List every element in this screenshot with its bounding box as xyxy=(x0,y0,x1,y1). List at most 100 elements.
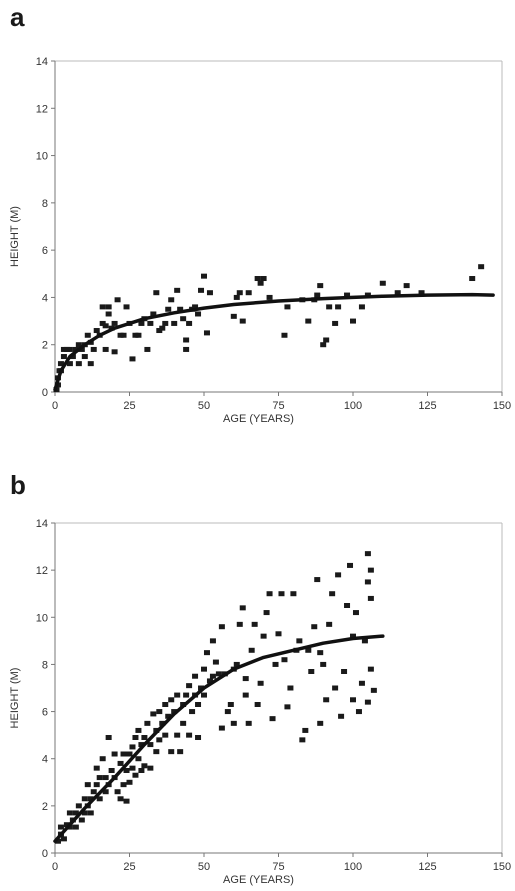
data-point-b xyxy=(54,838,61,844)
data-point-b xyxy=(287,685,294,691)
data-point-a xyxy=(314,292,321,298)
data-point-a xyxy=(320,342,327,348)
data-point-b xyxy=(120,751,127,757)
data-point-a xyxy=(478,264,485,270)
data-point-b xyxy=(147,765,154,771)
data-point-a xyxy=(84,332,91,338)
data-point-b xyxy=(218,725,225,731)
y-tick-label-a: 14 xyxy=(36,56,48,68)
data-point-b xyxy=(171,709,178,715)
data-point-b xyxy=(218,624,225,630)
data-point-b xyxy=(129,765,136,771)
data-point-a xyxy=(57,361,64,367)
data-point-b xyxy=(370,687,377,693)
y-tick-label-b: 2 xyxy=(42,801,48,813)
data-point-a xyxy=(350,318,356,324)
data-point-a xyxy=(105,311,112,317)
data-point-b xyxy=(364,551,371,557)
data-point-b xyxy=(209,673,216,679)
data-point-b xyxy=(266,591,273,597)
data-point-b xyxy=(123,768,130,773)
data-point-b xyxy=(96,775,103,781)
y-tick-label-a: 12 xyxy=(36,103,48,115)
data-point-b xyxy=(367,567,374,573)
panel-label-b: b xyxy=(10,470,26,500)
data-point-b xyxy=(66,810,73,816)
data-point-b xyxy=(117,760,124,766)
data-point-b xyxy=(159,720,166,726)
data-point-b xyxy=(93,782,100,788)
x-axis-title-a: AGE (YEARS) xyxy=(223,413,294,425)
data-point-a xyxy=(344,292,351,298)
y-axis-title-b: HEIGHT (M) xyxy=(9,668,21,729)
data-point-a xyxy=(469,276,476,282)
data-point-a xyxy=(305,318,312,324)
data-point-a xyxy=(75,361,82,367)
data-point-a xyxy=(177,306,184,312)
data-point-b xyxy=(355,709,362,715)
x-tick-label-a: 75 xyxy=(272,400,284,412)
data-point-a xyxy=(162,320,169,326)
data-point-a xyxy=(99,304,106,310)
data-point-b xyxy=(93,765,100,771)
data-point-b xyxy=(302,727,309,733)
data-point-a xyxy=(186,320,193,326)
data-point-a xyxy=(75,342,82,348)
data-point-b xyxy=(367,666,374,672)
panel-label-a: a xyxy=(10,2,25,32)
data-point-b xyxy=(364,699,371,705)
data-point-b xyxy=(245,720,252,726)
data-point-a xyxy=(78,346,85,352)
data-point-b xyxy=(168,749,175,755)
data-point-b xyxy=(224,709,231,715)
x-tick-label-b: 125 xyxy=(418,861,436,873)
data-point-b xyxy=(138,742,145,748)
y-tick-label-b: 12 xyxy=(36,565,48,577)
data-point-b xyxy=(329,591,336,597)
data-point-a xyxy=(168,297,175,303)
data-point-b xyxy=(192,673,199,679)
data-point-a xyxy=(260,276,267,282)
data-point-b xyxy=(317,650,324,656)
data-point-a xyxy=(403,283,410,289)
data-point-b xyxy=(126,751,133,757)
data-point-b xyxy=(168,697,175,703)
data-point-b xyxy=(57,824,64,830)
y-tick-label-a: 10 xyxy=(36,151,48,163)
data-point-b xyxy=(156,709,163,715)
y-tick-label-b: 10 xyxy=(36,612,48,624)
data-point-a xyxy=(418,290,425,296)
data-point-b xyxy=(361,638,368,644)
data-point-a xyxy=(150,311,157,317)
data-point-b xyxy=(335,572,342,578)
x-tick-label-a: 100 xyxy=(344,400,362,412)
y-axis-title-a: HEIGHT (M) xyxy=(9,206,21,267)
data-point-a xyxy=(203,330,210,336)
data-point-b xyxy=(177,749,184,755)
data-point-a xyxy=(254,276,261,282)
data-point-a xyxy=(233,294,240,300)
data-point-a xyxy=(174,287,181,293)
data-point-b xyxy=(111,751,118,757)
x-tick-label-a: 25 xyxy=(123,400,135,412)
data-point-b xyxy=(209,638,216,644)
data-point-b xyxy=(215,671,222,677)
data-point-b xyxy=(195,735,202,740)
data-point-b xyxy=(195,702,202,707)
data-point-b xyxy=(201,666,207,672)
data-point-b xyxy=(138,768,145,773)
data-point-b xyxy=(153,749,160,755)
data-point-a xyxy=(60,354,67,360)
data-point-b xyxy=(120,782,127,788)
data-point-a xyxy=(81,354,88,360)
data-point-b xyxy=(338,713,345,719)
data-point-a xyxy=(90,346,97,352)
data-point-b xyxy=(332,685,339,691)
x-tick-label-b: 25 xyxy=(123,861,135,873)
data-point-b xyxy=(78,817,85,823)
fit-curve-b xyxy=(53,634,385,843)
data-point-b xyxy=(305,647,312,653)
data-point-b xyxy=(260,633,267,639)
data-point-a xyxy=(317,283,324,289)
